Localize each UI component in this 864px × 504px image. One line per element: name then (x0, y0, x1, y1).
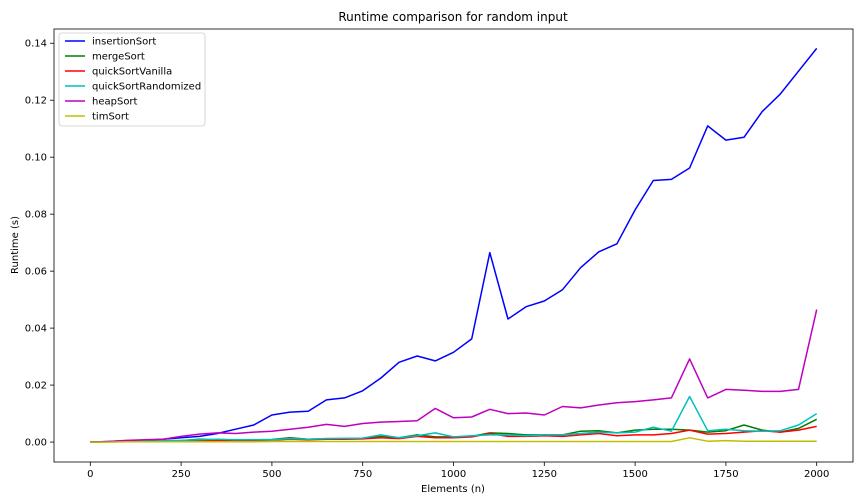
y-tick-label: 0.04 (25, 324, 47, 335)
y-tick-label: 0.02 (25, 381, 47, 392)
x-tick-label: 2000 (804, 469, 829, 480)
y-tick-label: 0.06 (25, 267, 47, 278)
legend: insertionSort mergeSort quickSortVanilla qu… (58, 32, 206, 127)
series-lines (90, 47, 818, 443)
legend-entry: mergeSort (92, 52, 145, 63)
x-tick-label: 1250 (532, 469, 557, 480)
x-tick-label: 0 (87, 469, 93, 480)
legend-entry: quickSortVanilla (92, 67, 172, 78)
y-axis: 0.00 0.02 0.04 0.06 0.08 0.10 0.12 0.14 (25, 39, 54, 449)
x-tick-label: 1500 (622, 469, 647, 480)
y-tick-label: 0.00 (25, 438, 47, 449)
x-tick-label: 250 (172, 469, 191, 480)
y-tick-label: 0.12 (25, 96, 47, 107)
legend-box (58, 32, 206, 127)
y-tick-label: 0.10 (25, 153, 47, 164)
chart-title: Runtime comparison for random input (338, 10, 568, 24)
series-line-quickSortVanilla (90, 425, 817, 443)
series-line-timSort (90, 437, 817, 443)
y-axis-label: Runtime (s) (10, 216, 21, 274)
legend-entry: timSort (92, 112, 129, 123)
series-line-insertionSort (90, 47, 818, 443)
y-tick-label: 0.14 (25, 39, 47, 50)
x-axis-label: Elements (n) (421, 484, 485, 495)
x-tick-label: 750 (353, 469, 372, 480)
y-tick-label: 0.08 (25, 210, 47, 221)
legend-entry: quickSortRandomized (92, 82, 201, 93)
legend-entry: insertionSort (92, 37, 156, 48)
x-axis: 0 250 500 750 1000 1250 1500 1750 2000 (87, 462, 829, 480)
x-tick-label: 500 (262, 469, 281, 480)
x-tick-label: 1000 (441, 469, 466, 480)
legend-entry: heapSort (92, 97, 138, 108)
x-tick-label: 1750 (713, 469, 738, 480)
series-line-quickSortRandomized (90, 395, 818, 443)
series-line-heapSort (90, 309, 818, 443)
